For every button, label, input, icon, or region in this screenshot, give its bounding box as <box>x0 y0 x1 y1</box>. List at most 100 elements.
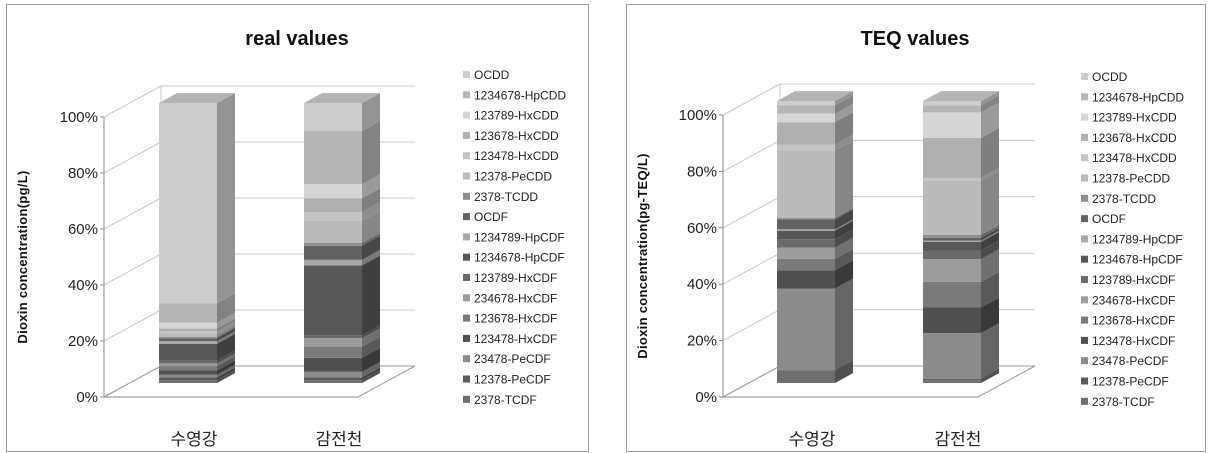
bar-segment <box>777 229 835 231</box>
legend-label: 123789-HxCDF <box>474 271 557 285</box>
legend-swatch <box>1081 316 1088 324</box>
legend-label: 234678-HxCDF <box>474 291 557 305</box>
bar-segment-side <box>981 227 999 241</box>
chart-title: real values <box>245 28 348 50</box>
legend-swatch <box>463 334 470 342</box>
legend-label: 1234678-HpCDD <box>1092 90 1184 104</box>
bar-segment <box>777 144 835 151</box>
legend-label: 23478-PeCDF <box>474 352 551 366</box>
legend-label: 2378-TCDD <box>1092 192 1156 206</box>
bar-segment-side <box>981 297 999 334</box>
legend-swatch <box>463 152 470 160</box>
bar-segment-side <box>835 112 853 145</box>
bar-segment <box>304 259 362 266</box>
legend-swatch <box>463 395 470 403</box>
bar-segment <box>304 198 362 213</box>
bar-segment-side <box>362 249 380 266</box>
bar-segment-side <box>835 229 853 248</box>
bar-segment <box>923 250 981 260</box>
y-tick-label: 100% <box>679 107 717 124</box>
bar-segment <box>923 259 981 282</box>
bar-segment <box>304 338 362 347</box>
chart-title: TEQ values <box>861 28 970 50</box>
x-category-label: 감전천 <box>935 430 982 449</box>
bar-segment-side <box>217 312 235 329</box>
legend-swatch <box>463 314 470 322</box>
legend-label: 2378-TCDF <box>474 393 537 407</box>
legend-label: 1234678-HpCDF <box>474 251 565 265</box>
legend-swatch <box>1081 93 1088 101</box>
y-tick-label: 60% <box>68 221 98 238</box>
bar-segment <box>304 103 362 131</box>
legend-swatch <box>1081 296 1088 304</box>
gridline-side <box>103 85 162 118</box>
bar-segment <box>159 338 217 341</box>
legend-swatch <box>463 192 470 200</box>
bar-segment-side <box>981 271 999 308</box>
x-category-label: 감전천 <box>316 430 363 449</box>
bar-segment-side <box>362 347 380 372</box>
bar-segment-side <box>362 370 380 383</box>
bar-segment <box>923 281 981 308</box>
bar-segment-side <box>362 336 380 358</box>
bar-segment-side <box>217 324 235 337</box>
bar-segment <box>304 220 362 243</box>
chart-svg-teq-values: TEQ values 0% 20% 40% 60% 80% 100% Dioxin conce… <box>635 28 1184 449</box>
bar-segment-side <box>217 367 235 381</box>
y-tick-label: 0% <box>76 389 98 406</box>
legend-swatch <box>1081 174 1088 182</box>
legend-swatch <box>463 253 470 261</box>
gridline-side <box>722 139 781 172</box>
y-tick-label: 40% <box>68 277 98 294</box>
bar-segment <box>777 258 835 271</box>
bar-segment-side <box>362 325 380 339</box>
legend-label: 12378-PeCDD <box>474 170 552 184</box>
bar-segment-side <box>217 318 235 332</box>
bar-segment-side <box>217 350 235 364</box>
bar-segment <box>777 247 835 259</box>
bar-segment <box>159 380 217 383</box>
bar-segment-side <box>835 219 853 231</box>
legend-label: 12378-PeCDD <box>1092 172 1170 186</box>
bar-segment <box>159 328 217 332</box>
bar-segment-side <box>362 210 380 243</box>
bar-segment <box>777 113 835 123</box>
bar-segment <box>159 370 217 375</box>
legend-label: 1234789-HpCDF <box>1092 232 1183 246</box>
y-tick-label: 40% <box>687 276 717 293</box>
bar-segment <box>304 357 362 372</box>
bar-segment <box>159 334 217 337</box>
bar-segment <box>923 380 981 383</box>
legend-label: 234678-HxCDF <box>1092 293 1175 307</box>
y-tick-label: 80% <box>68 165 98 182</box>
y-axis-label: Dioxin concentration(pg-TEQ/L) <box>635 153 650 358</box>
legend-swatch <box>1081 154 1088 162</box>
legend-label: 23478-PeCDF <box>1092 354 1169 368</box>
bar-segment <box>923 234 981 238</box>
legend-swatch <box>1081 215 1088 223</box>
bar-segment-side <box>835 237 853 259</box>
bar-segment-side <box>217 360 235 375</box>
chart-panel-teq-values: TEQ values 0% 20% 40% 60% 80% 100% Dioxin conce… <box>626 4 1206 452</box>
legend-label: 123678-HxCDD <box>474 129 559 143</box>
bar-segment <box>159 374 217 378</box>
legend-swatch <box>463 294 470 302</box>
legend-swatch <box>1081 194 1088 202</box>
bar-segment <box>923 242 981 251</box>
bar-segment <box>304 184 362 199</box>
bar-segment-side <box>217 293 235 323</box>
bar-segment <box>159 322 217 329</box>
legend-swatch <box>463 233 470 241</box>
legend-swatch <box>1081 113 1088 121</box>
bar-segment-top <box>777 91 853 101</box>
bar-segment-side <box>981 249 999 282</box>
bar-segment-top <box>159 93 235 103</box>
legend-swatch <box>1081 73 1088 80</box>
legend-label: 123789-HxCDF <box>1092 273 1175 287</box>
legend-label: 123789-HxCDD <box>474 109 559 123</box>
gridline-side <box>103 253 162 286</box>
legend-swatch <box>463 91 470 99</box>
bar-segment-side <box>217 356 235 371</box>
bar-segment-side <box>362 174 380 199</box>
bar-segment <box>923 307 981 334</box>
